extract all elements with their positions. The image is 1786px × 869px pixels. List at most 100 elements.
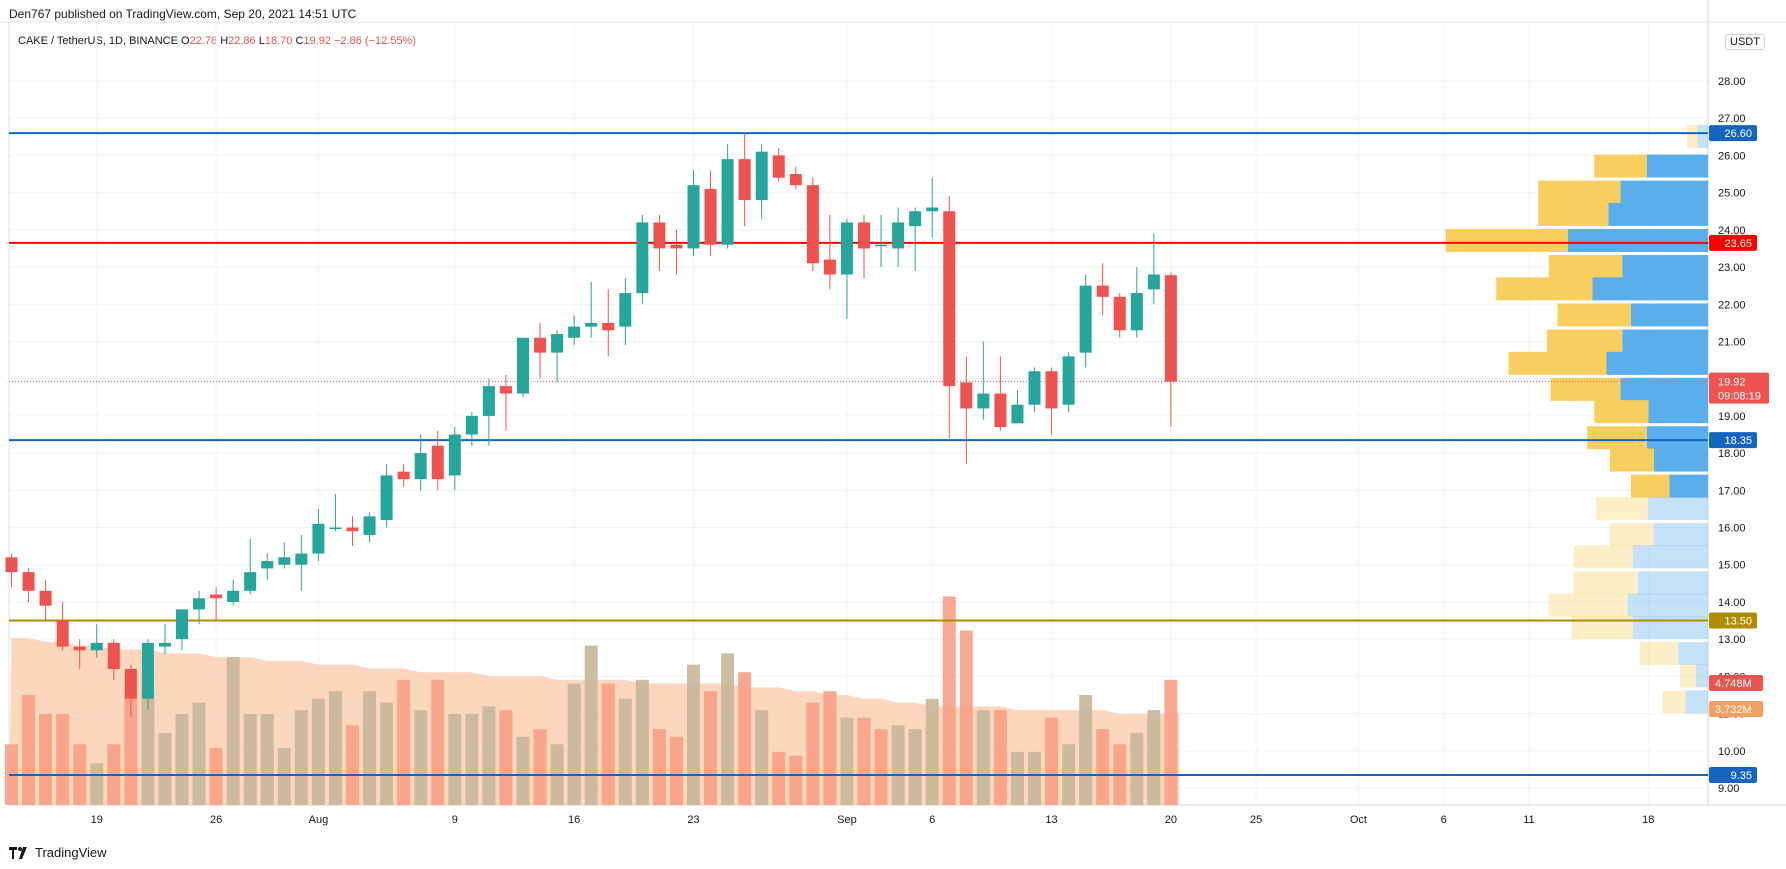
volume-bar [584, 645, 598, 805]
candle-body [176, 609, 188, 640]
candle-body [687, 185, 700, 249]
candle-body [5, 557, 18, 573]
volume-profile-bar-right [1632, 615, 1708, 639]
candle-body [909, 211, 922, 227]
candle-body [977, 393, 990, 409]
candle-body [278, 557, 291, 565]
volume-bar [192, 702, 206, 805]
candle-body [295, 553, 308, 565]
volume-bar [22, 695, 36, 805]
volume-profile-bar-right [1695, 664, 1708, 688]
volume-bar [209, 748, 223, 805]
volume-profile-bar-left [1639, 642, 1679, 666]
candle-body [653, 222, 666, 249]
last-price-tag-bg [1709, 372, 1769, 404]
volume-bar [976, 710, 990, 805]
volume-tag-label: 3.732M [1715, 704, 1752, 716]
volume-profile-bar-left [1445, 229, 1568, 253]
volume-profile-bar-right [1697, 124, 1708, 148]
candle-body [22, 572, 35, 591]
volume-profile-bar-left [1573, 571, 1638, 595]
candle-body [124, 668, 137, 699]
volume-bar [635, 679, 649, 805]
time-tick-label: 9 [452, 814, 458, 826]
candle-body [39, 590, 52, 606]
volume-profile-bar-left [1496, 277, 1593, 301]
candle-body [210, 594, 223, 599]
volume-profile-bar-left [1548, 255, 1623, 279]
candle-body [465, 415, 478, 435]
volume-bar [1130, 732, 1144, 805]
candle-body [619, 293, 632, 327]
candle-body [585, 322, 598, 327]
volume-bar [328, 691, 342, 805]
price-tag-label: 26.60 [1724, 128, 1752, 140]
candle-body [840, 222, 853, 275]
symbol-name[interactable]: CAKE / TetherUS, 1D, BINANCE [18, 35, 178, 47]
volume-profile-bar-left [1610, 448, 1654, 472]
volume-bar [1164, 679, 1178, 805]
price-tick-label: 16.00 [1718, 523, 1746, 535]
volume-profile-bar-right [1620, 377, 1708, 401]
volume-profile-bar-left [1662, 690, 1686, 714]
volume-bar [618, 698, 632, 805]
price-tick-label: 13.00 [1718, 634, 1746, 646]
volume-bar [56, 713, 70, 805]
time-tick-label: Aug [309, 814, 329, 826]
volume-bar [533, 729, 547, 805]
volume-bar [397, 679, 411, 805]
price-tag-bg [1709, 766, 1757, 783]
candle-body [346, 527, 359, 532]
volume-profile-bar-left [1594, 400, 1649, 424]
volume-bar [925, 698, 939, 805]
volume-profile-bar-right [1678, 642, 1708, 666]
candle-body [568, 326, 581, 338]
volume-profile-bar-left [1631, 474, 1670, 498]
candle-body [73, 646, 86, 651]
symbol-legend: CAKE / TetherUS, 1D, BINANCE O22.78 H22.… [18, 35, 416, 47]
price-tick-label: 28.00 [1718, 76, 1746, 88]
volume-profile-bar-right [1648, 496, 1708, 520]
volume-bar [260, 713, 274, 805]
candle-body [363, 516, 376, 535]
candle-body [227, 590, 240, 602]
candle-body [1164, 275, 1177, 382]
volume-bar [1147, 710, 1161, 805]
candle-body [858, 222, 870, 249]
volume-bar [124, 695, 138, 805]
volume-bar [789, 755, 803, 805]
candle-body [431, 445, 444, 480]
currency-badge[interactable]: USDT [1725, 34, 1765, 50]
high-label: H [220, 35, 229, 47]
candle-body [823, 259, 836, 275]
candle-body [806, 185, 819, 264]
candle-body [892, 222, 905, 249]
volume-profile-bar-left [1538, 202, 1609, 226]
price-tick-label: 18.00 [1718, 448, 1746, 460]
candle-body [244, 572, 257, 591]
volume-profile-bar-left [1548, 593, 1628, 617]
volume-tag-label: 4.748M [1715, 678, 1752, 690]
candle-body [448, 434, 461, 476]
volume-bar [1045, 717, 1059, 805]
candle-body [499, 386, 512, 394]
price-tick-label: 21.00 [1718, 336, 1746, 348]
price-tick-label: 17.00 [1718, 485, 1746, 497]
price-tag-label: 23.65 [1724, 238, 1752, 250]
volume-bar [874, 729, 888, 805]
volume-bar [277, 748, 291, 805]
tradingview-footer[interactable]: TradingView [9, 845, 107, 860]
candle-body [1079, 285, 1092, 353]
volume-profile-bar-left [1571, 615, 1633, 639]
volume-bar [311, 698, 325, 805]
volume-tag-bg [1709, 675, 1763, 691]
volume-profile-bar-right [1669, 474, 1708, 498]
volume-profile-bar-right [1653, 448, 1708, 472]
volume-profile-bar-right [1646, 154, 1708, 178]
time-tick-label: Sep [837, 814, 857, 826]
time-tick-label: 20 [1165, 814, 1177, 826]
volume-profile-bar-right [1632, 545, 1708, 569]
candle-body [755, 151, 768, 201]
volume-profile-bar-left [1687, 124, 1698, 148]
